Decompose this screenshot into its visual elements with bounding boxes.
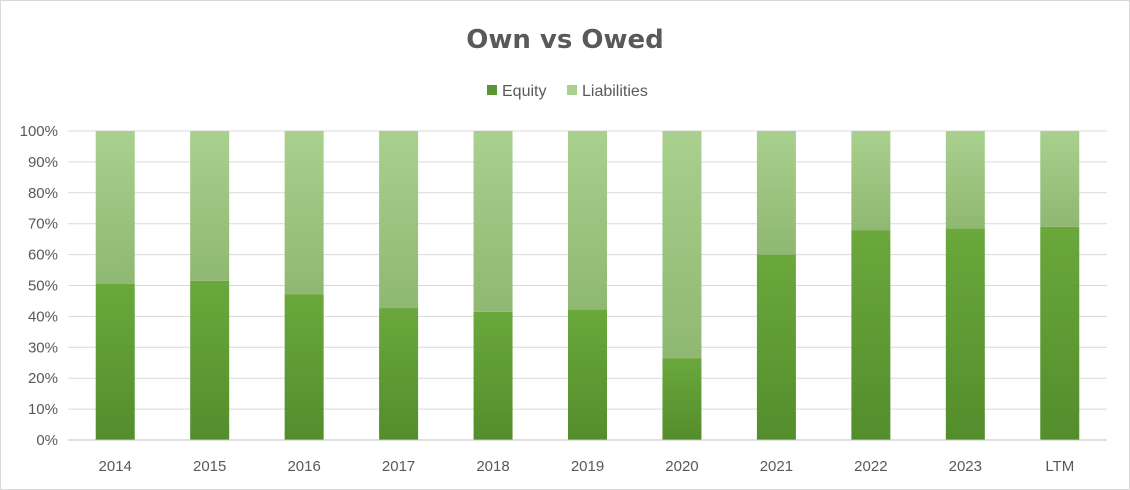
bar-equity [756,254,796,440]
y-tick-label: 40% [28,308,58,325]
legend: Equity Liabilities [487,83,648,100]
x-tick-label: LTM [1045,458,1074,475]
bar-equity [851,230,891,440]
x-tick-label: 2020 [665,458,698,475]
bar-equity [95,283,135,440]
y-tick-label: 70% [28,216,58,233]
legend-swatch-equity [487,85,497,95]
bar-liabilities [284,131,324,295]
bar-liabilities [1040,131,1080,227]
x-tick-label: 2015 [193,458,226,475]
bar-equity [662,358,702,440]
y-tick-label: 100% [20,123,58,140]
bar-equity [1040,226,1080,440]
bar-liabilities [190,131,230,281]
bar-liabilities [756,131,796,255]
bars [95,131,1080,440]
x-tick-label: 2016 [287,458,320,475]
y-tick-label: 10% [28,401,58,418]
x-tick-label: 2018 [476,458,509,475]
legend-label-equity: Equity [502,83,546,100]
x-tick-label: 2023 [949,458,982,475]
x-axis-ticks: 2014 2015 2016 2017 2018 2019 2020 2021 2022 2023… [68,439,1107,475]
bar-liabilities [851,131,891,231]
y-tick-label: 80% [28,185,58,202]
bar-liabilities [662,131,702,359]
bar-equity [284,294,324,440]
legend-label-liabilities: Liabilities [582,83,648,100]
x-tick-label: 2022 [854,458,887,475]
bar-liabilities [473,131,513,312]
x-tick-label: 2021 [760,458,793,475]
bar-equity [379,308,419,440]
y-tick-label: 30% [28,339,58,356]
bar-liabilities [379,131,419,309]
bar-liabilities [568,131,607,310]
bar-liabilities [95,131,135,284]
x-tick-label: 2019 [571,458,604,475]
y-tick-label: 60% [28,247,58,264]
bar-equity [568,309,607,440]
legend-swatch-liabilities [567,85,577,95]
x-tick-label: 2014 [99,458,132,475]
y-tick-label: 20% [28,370,58,387]
y-tick-label: 90% [28,154,58,171]
chart-title: Own vs Owed [466,25,664,55]
x-tick-label: 2017 [382,458,415,475]
bar-equity [190,280,230,440]
bar-equity [945,228,985,440]
y-tick-label: 50% [28,278,58,295]
bar-equity [473,311,513,440]
y-axis-ticks: 0% 10% 20% 30% 40% 50% 60% 70% 80% 90% 100% [20,123,58,449]
bar-liabilities [945,131,985,229]
y-tick-label: 0% [36,432,58,449]
